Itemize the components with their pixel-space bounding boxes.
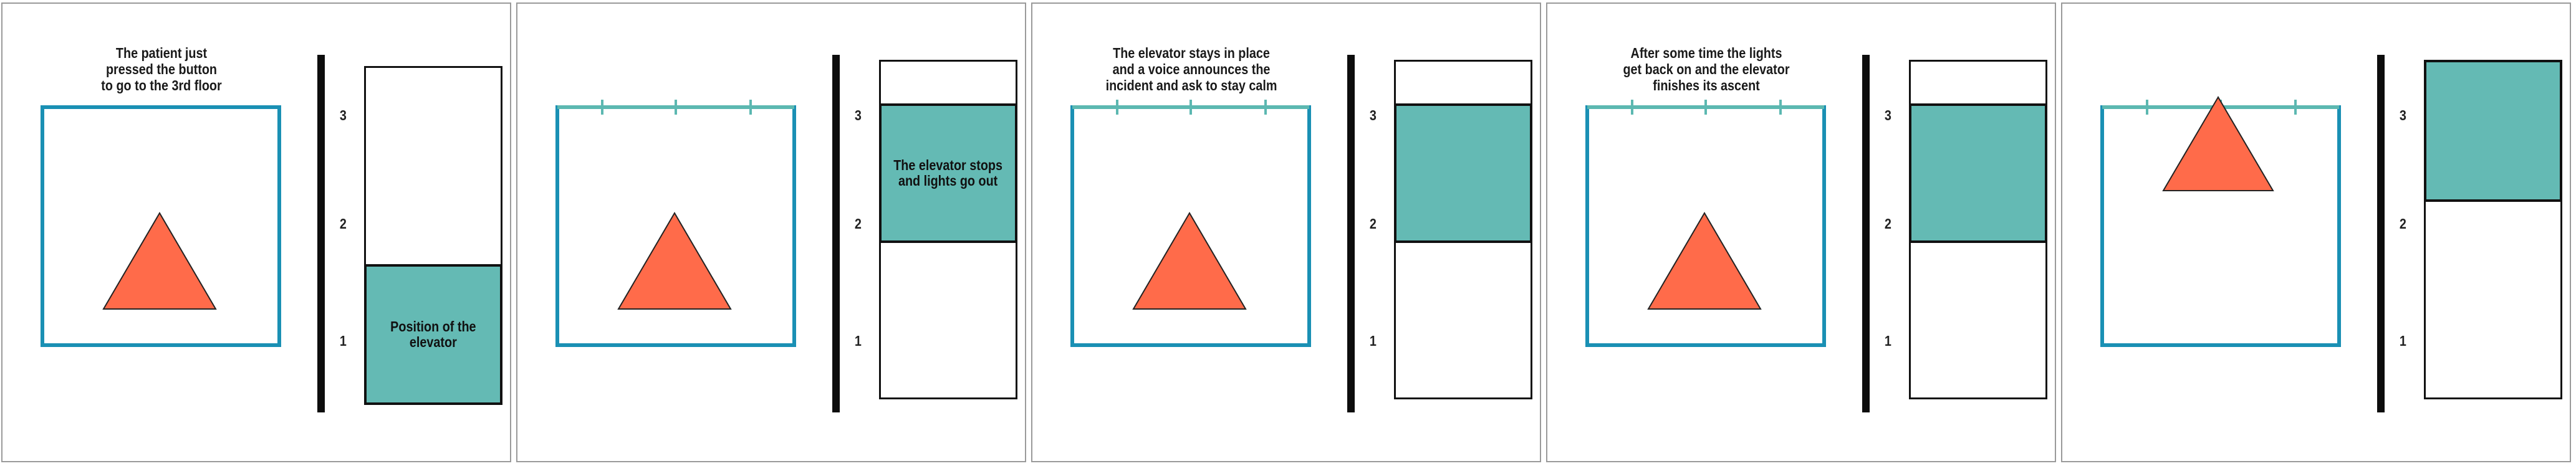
elevator-cabin [1909, 103, 2047, 243]
floor-label-3: 3 [1884, 107, 1891, 123]
panel-4: After some time the lights get back on a… [1546, 2, 2056, 462]
floor-label-1: 1 [854, 333, 862, 349]
floor-label-2: 2 [2399, 216, 2406, 232]
floor-label-3: 3 [854, 107, 862, 123]
elevator-cabin: The elevator stops and lights go out [879, 103, 1017, 243]
floor-label-1: 1 [1884, 333, 1891, 349]
floor-label-2: 2 [1884, 216, 1891, 232]
floor-label-3: 3 [2399, 107, 2406, 123]
scene [1070, 55, 1355, 412]
cabin-label: Position of the elevator [390, 318, 476, 350]
floor-label-1: 1 [1369, 333, 1377, 349]
panel-caption: The patient just pressed the button to g… [101, 45, 222, 93]
patient-triangle [102, 212, 217, 310]
scene [555, 55, 840, 412]
panel-1: The patient just pressed the button to g… [1, 2, 511, 462]
panel-5: 3 2 1 [2061, 2, 2571, 462]
panel-3: The elevator stays in place and a voice … [1031, 2, 1541, 462]
elevator-cabin: Position of the elevator [364, 264, 502, 405]
floor-scale-pole [2377, 55, 2385, 412]
floor-label-2: 2 [1369, 216, 1377, 232]
floor-label-1: 1 [2399, 333, 2406, 349]
scene [41, 55, 325, 412]
panel-caption: After some time the lights get back on a… [1623, 45, 1790, 93]
elevator-cabin [2424, 60, 2562, 202]
floor-scale-pole [832, 55, 840, 412]
patient-triangle [1647, 212, 1762, 310]
floor-label-2: 2 [339, 216, 347, 232]
floor-scale-pole [317, 55, 325, 412]
floor-scale-pole [1862, 55, 1870, 412]
patient-triangle [1132, 212, 1247, 310]
panel-2: 3 2 1 The elevator stops and lights go out [516, 2, 1026, 462]
floor-label-1: 1 [339, 333, 347, 349]
elevator-interior [41, 105, 281, 347]
panel-caption: The elevator stays in place and a voice … [1105, 45, 1277, 93]
patient-triangle [617, 212, 732, 310]
patient-triangle [2162, 96, 2274, 191]
floor-label-2: 2 [854, 216, 862, 232]
floor-scale-pole [1347, 55, 1355, 412]
floor-label-3: 3 [339, 107, 347, 123]
cabin-label: The elevator stops and lights go out [893, 157, 1003, 189]
floor-label-3: 3 [1369, 107, 1377, 123]
scene [1585, 55, 1870, 412]
scene [2100, 55, 2385, 412]
elevator-cabin [1394, 103, 1532, 243]
